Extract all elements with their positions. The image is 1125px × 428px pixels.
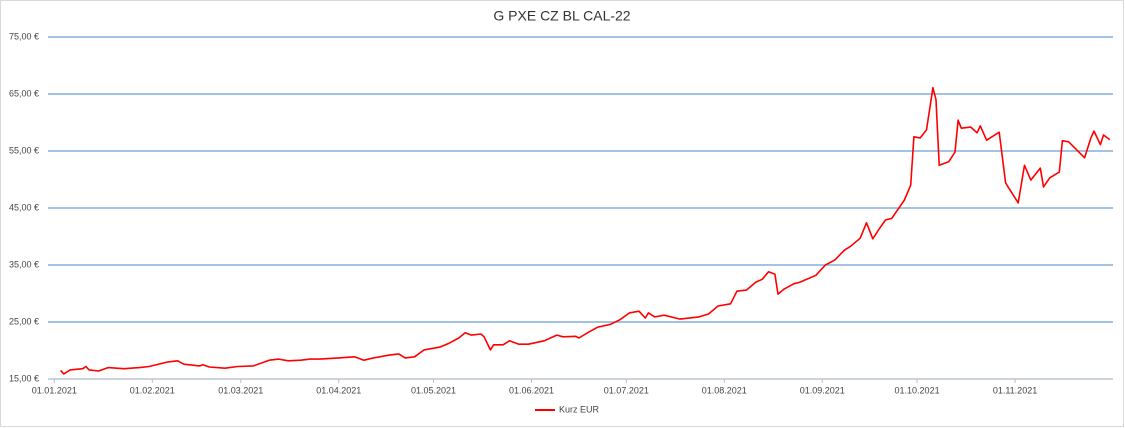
y-tick-label: 55,00 € [9, 145, 39, 155]
chart-title: G PXE CZ BL CAL-22 [493, 8, 630, 24]
y-tick-label: 45,00 € [9, 202, 39, 212]
x-tick-label: 01.06.2021 [509, 385, 554, 395]
x-tick-label: 01.05.2021 [411, 385, 456, 395]
y-tick-label: 15,00 € [9, 373, 39, 383]
x-tick-label: 01.04.2021 [316, 385, 361, 395]
x-tick-label: 01.07.2021 [604, 385, 649, 395]
legend-label: Kurz EUR [559, 404, 600, 414]
x-tick-label: 01.03.2021 [218, 385, 263, 395]
x-tick-label: 01.02.2021 [130, 385, 175, 395]
y-tick-label: 35,00 € [9, 259, 39, 269]
x-tick-label: 01.10.2021 [895, 385, 940, 395]
x-tick-label: 01.01.2021 [32, 385, 77, 395]
line [60, 86, 1111, 375]
x-tick-label: 01.08.2021 [702, 385, 747, 395]
y-tick-label: 65,00 € [9, 88, 39, 98]
y-tick-label: 25,00 € [9, 316, 39, 326]
x-tick-label: 01.11.2021 [993, 385, 1037, 395]
y-tick-label: 75,00 € [9, 31, 39, 41]
x-tick-label: 01.09.2021 [800, 385, 845, 395]
